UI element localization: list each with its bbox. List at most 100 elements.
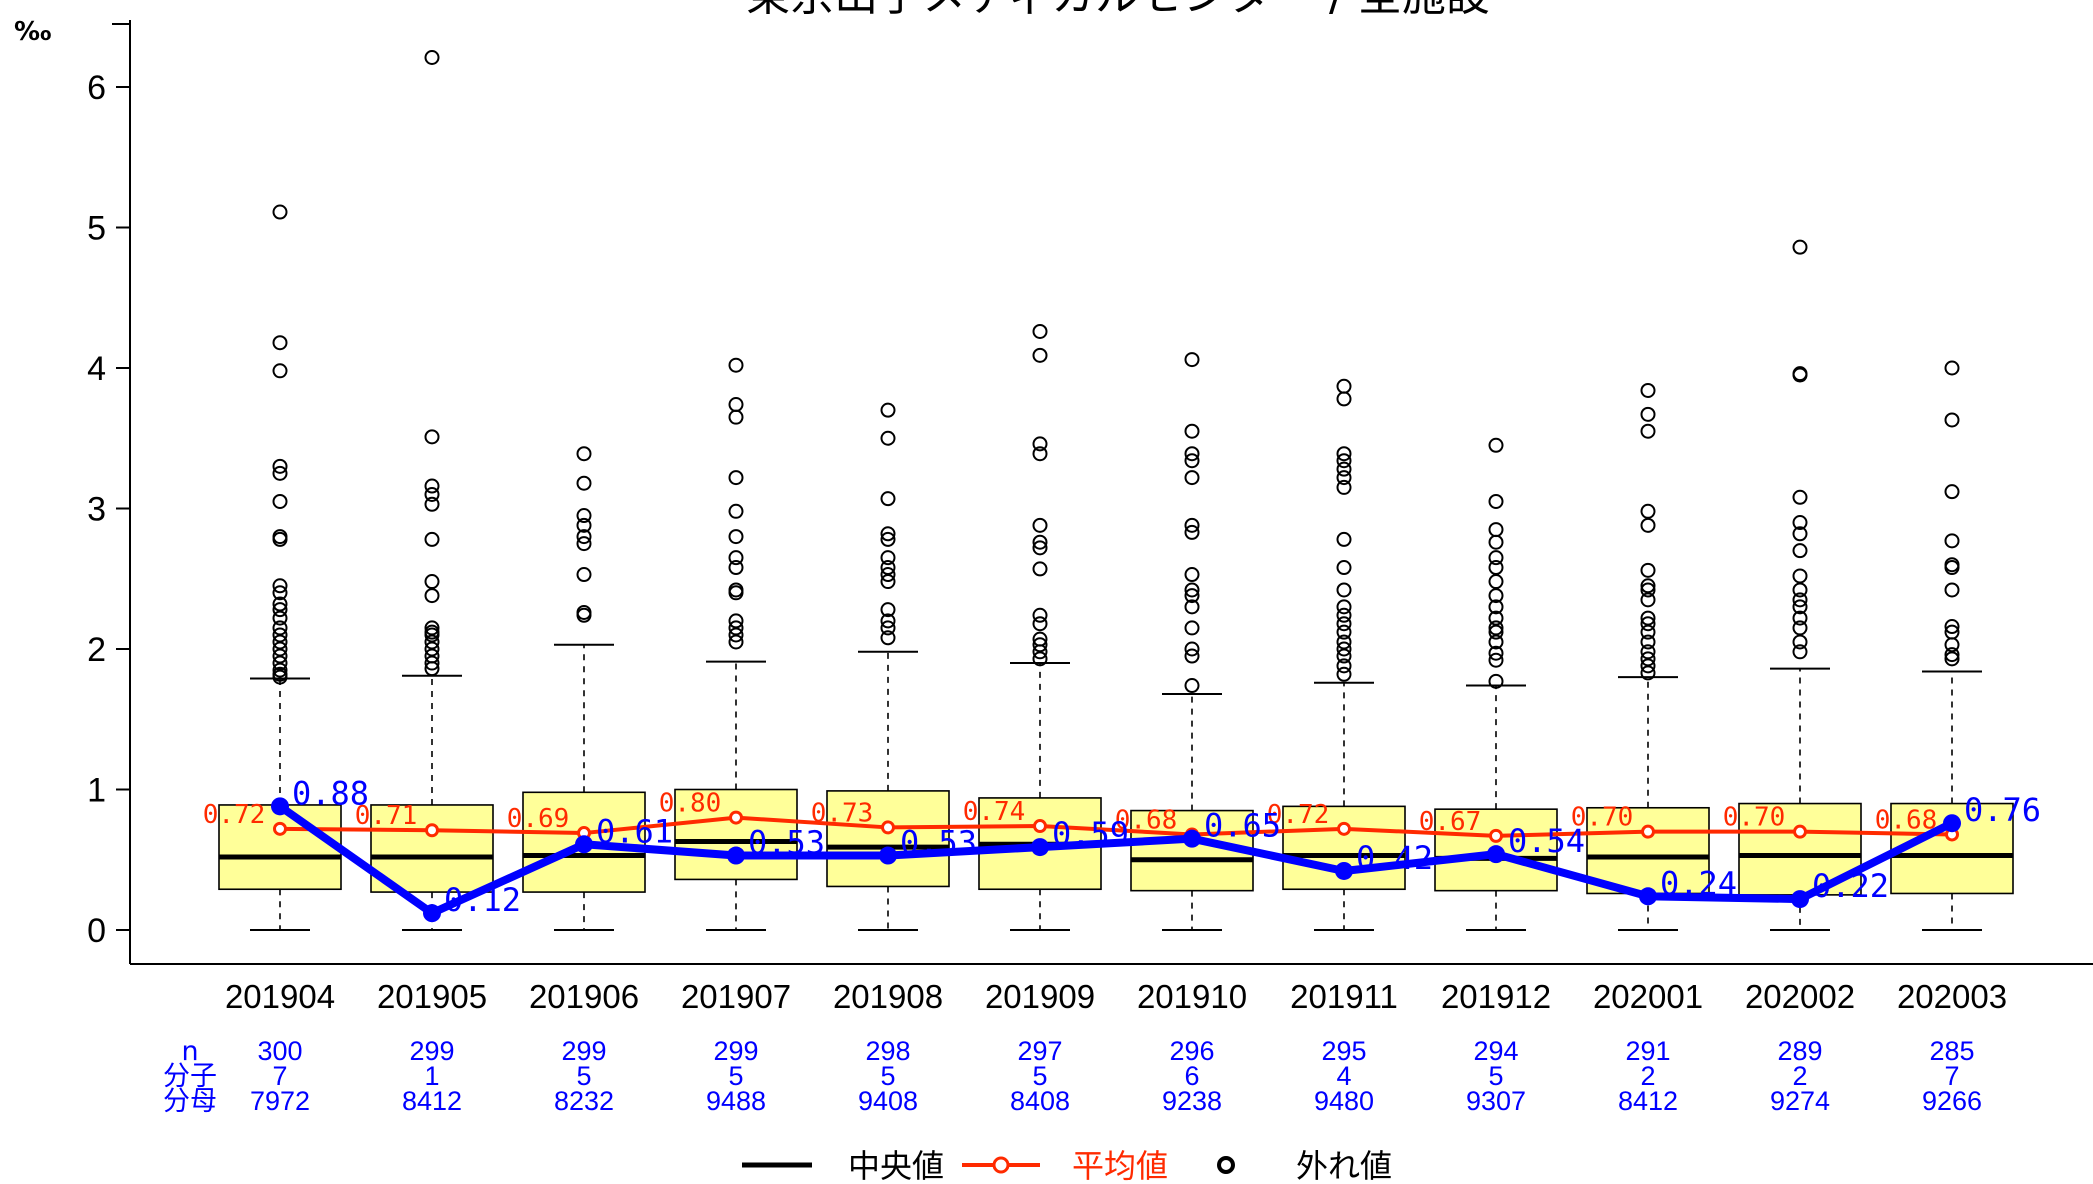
outlier-point [1336, 391, 1352, 407]
outlier-point [1184, 648, 1200, 664]
mean-label: 0.68 [1875, 805, 1938, 835]
x-tick-label: 201904 [225, 978, 335, 1015]
mean-line [279, 815, 1953, 838]
facility-point [727, 846, 745, 865]
outlier-point [1184, 582, 1200, 598]
outlier-point [728, 409, 744, 425]
outlier-point [272, 493, 288, 509]
outlier-point [1032, 631, 1048, 647]
mean-point [1793, 824, 1807, 839]
outlier-point [424, 574, 440, 590]
outlier-point [1336, 582, 1352, 598]
table-cell: 2 [1640, 1061, 1655, 1091]
outlier-point [272, 578, 288, 594]
outlier-point [1184, 641, 1200, 657]
outlier-point [1336, 461, 1352, 477]
mean-label: 0.70 [1723, 803, 1786, 833]
outlier-point [1944, 624, 1960, 640]
table-cell: 300 [257, 1036, 302, 1066]
outlier-point [272, 641, 288, 657]
outlier-point [1032, 637, 1048, 653]
mean-point [1641, 824, 1655, 839]
facility-point [1943, 814, 1961, 833]
outlier-point [576, 508, 592, 524]
outlier-point [1640, 423, 1656, 439]
mean-label: 0.71 [355, 801, 418, 831]
outlier-point [1792, 592, 1808, 608]
outlier-point [728, 529, 744, 545]
outlier-point [728, 627, 744, 643]
facility-point [423, 904, 441, 923]
outlier-point [880, 430, 896, 446]
outlier-point [1640, 382, 1656, 398]
box-iqr [370, 804, 494, 893]
outlier-point [424, 648, 440, 664]
outlier-point [1032, 517, 1048, 533]
legend-mean-marker [992, 1156, 1010, 1174]
outlier-point [1184, 352, 1200, 368]
outlier-point [728, 503, 744, 519]
outlier-point [1336, 560, 1352, 576]
table-cell: 297 [1017, 1036, 1062, 1066]
legend-outlier-marker [1217, 1156, 1235, 1174]
facility-point [879, 846, 897, 865]
table-cell: 289 [1777, 1036, 1822, 1066]
facility-label: 0.59 [1052, 815, 1129, 853]
mean-label: 0.67 [1419, 807, 1482, 837]
table-cell: 5 [1488, 1061, 1503, 1091]
facility-label: 0.54 [1508, 822, 1585, 860]
outlier-point [728, 550, 744, 566]
table-cell: 1 [424, 1061, 439, 1091]
outlier-point [880, 613, 896, 629]
outlier-point [1792, 582, 1808, 598]
legend: 中央値 平均値 外れ値 [742, 1147, 1392, 1184]
outlier-point [1336, 634, 1352, 650]
outlier-point [1488, 610, 1504, 626]
mean-label: 0.74 [963, 797, 1026, 827]
facility-point [1487, 845, 1505, 864]
outlier-point [1488, 550, 1504, 566]
outlier-point [1336, 599, 1352, 615]
y-tick-label: 1 [87, 772, 106, 810]
outlier-point [1336, 624, 1352, 640]
outlier-point [1184, 517, 1200, 533]
outlier-point [728, 620, 744, 636]
table-cell: 5 [1032, 1061, 1047, 1091]
legend-median-label: 中央値 [848, 1147, 944, 1184]
table-cell: 296 [1169, 1036, 1214, 1066]
outlier-point [576, 604, 592, 620]
outlier-point [576, 567, 592, 583]
table-cell: 295 [1321, 1036, 1366, 1066]
outlier-point [1184, 588, 1200, 604]
outlier-point [1944, 619, 1960, 635]
outlier-point [272, 529, 288, 545]
outlier-point [1792, 526, 1808, 542]
x-tick-label: 201911 [1290, 978, 1398, 1015]
x-tick-label: 202002 [1745, 978, 1855, 1015]
outlier-point [272, 596, 288, 612]
outlier-point [1032, 446, 1048, 462]
facility-label: 0.88 [292, 774, 369, 812]
outlier-point [1184, 423, 1200, 439]
outlier-point [576, 529, 592, 545]
mean-point [273, 821, 287, 836]
outlier-point [1032, 616, 1048, 632]
table-cell: 294 [1473, 1036, 1518, 1066]
table-row-label: 分母 [163, 1086, 217, 1117]
table-cell: 9307 [1466, 1086, 1526, 1116]
outlier-point [1944, 412, 1960, 428]
mean-label: 0.73 [811, 798, 874, 828]
outlier-point [1184, 678, 1200, 694]
table-cell: 7972 [250, 1086, 310, 1116]
outlier-point [272, 620, 288, 636]
facility-label: 0.12 [444, 881, 521, 919]
outlier-point [272, 458, 288, 474]
facility-point [1031, 838, 1049, 857]
x-tick-label: 201910 [1137, 978, 1247, 1015]
outlier-point [1032, 561, 1048, 577]
box-201906 [522, 446, 646, 931]
outlier-point [1640, 592, 1656, 608]
outlier-point [424, 620, 440, 636]
outlier-point [272, 204, 288, 220]
table-cell: 6 [1184, 1061, 1199, 1091]
